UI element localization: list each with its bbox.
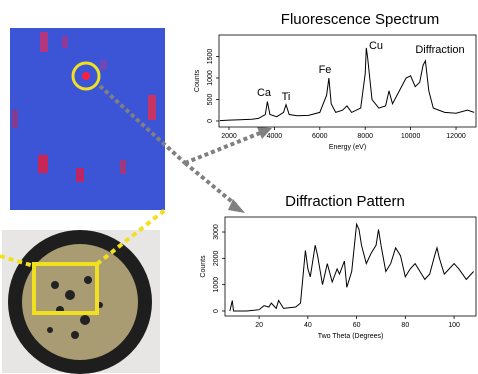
y-tick-label: 2000: [213, 250, 220, 266]
y-tick-label: 1000: [207, 70, 214, 86]
heatmap-image: [10, 28, 165, 210]
y-axis-label: Counts: [194, 69, 201, 92]
plot-frame: [218, 34, 477, 128]
chart-title: Diffraction Pattern: [285, 193, 405, 210]
peak-annotation: Ca: [257, 87, 272, 99]
y-tick-label: 1500: [207, 49, 214, 65]
peak-annotation: Cu: [369, 40, 383, 52]
connector-arrows: [98, 84, 261, 207]
x-tick-label: 60: [353, 322, 361, 329]
x-tick-label: 2000: [221, 133, 237, 140]
peak-annotation: Ti: [282, 91, 291, 103]
x-tick-label: 8000: [357, 133, 373, 140]
x-tick-label: 6000: [312, 133, 328, 140]
x-tick-label: 40: [304, 322, 312, 329]
y-tick-label: 0: [207, 119, 214, 123]
arrow-head: [257, 127, 272, 139]
data-line: [229, 222, 474, 312]
y-tick-label: 500: [207, 94, 214, 106]
x-axis-label: Energy (eV): [329, 144, 366, 151]
x-tick-label: 10000: [401, 133, 421, 140]
sample-photo: [2, 230, 160, 374]
x-axis-label: Two Theta (Degrees): [318, 333, 384, 340]
x-tick-label: 100: [448, 322, 460, 329]
zoom-lines: [0, 208, 167, 268]
chart-title: Fluorescence Spectrum: [281, 11, 439, 28]
x-tick-label: 4000: [267, 133, 283, 140]
peak-annotation: Diffraction: [415, 44, 464, 56]
arrow-head: [228, 199, 245, 213]
y-axis-label: Counts: [200, 255, 207, 278]
y-tick-label: 3000: [213, 224, 220, 240]
peak-annotation: Fe: [319, 64, 332, 76]
plot-frame: [224, 216, 477, 317]
y-tick-label: 1000: [213, 277, 220, 293]
x-tick-label: 20: [255, 322, 263, 329]
y-tick-label: 0: [213, 309, 220, 313]
x-tick-label: 12000: [446, 133, 466, 140]
x-tick-label: 80: [401, 322, 409, 329]
data-line: [219, 47, 475, 122]
